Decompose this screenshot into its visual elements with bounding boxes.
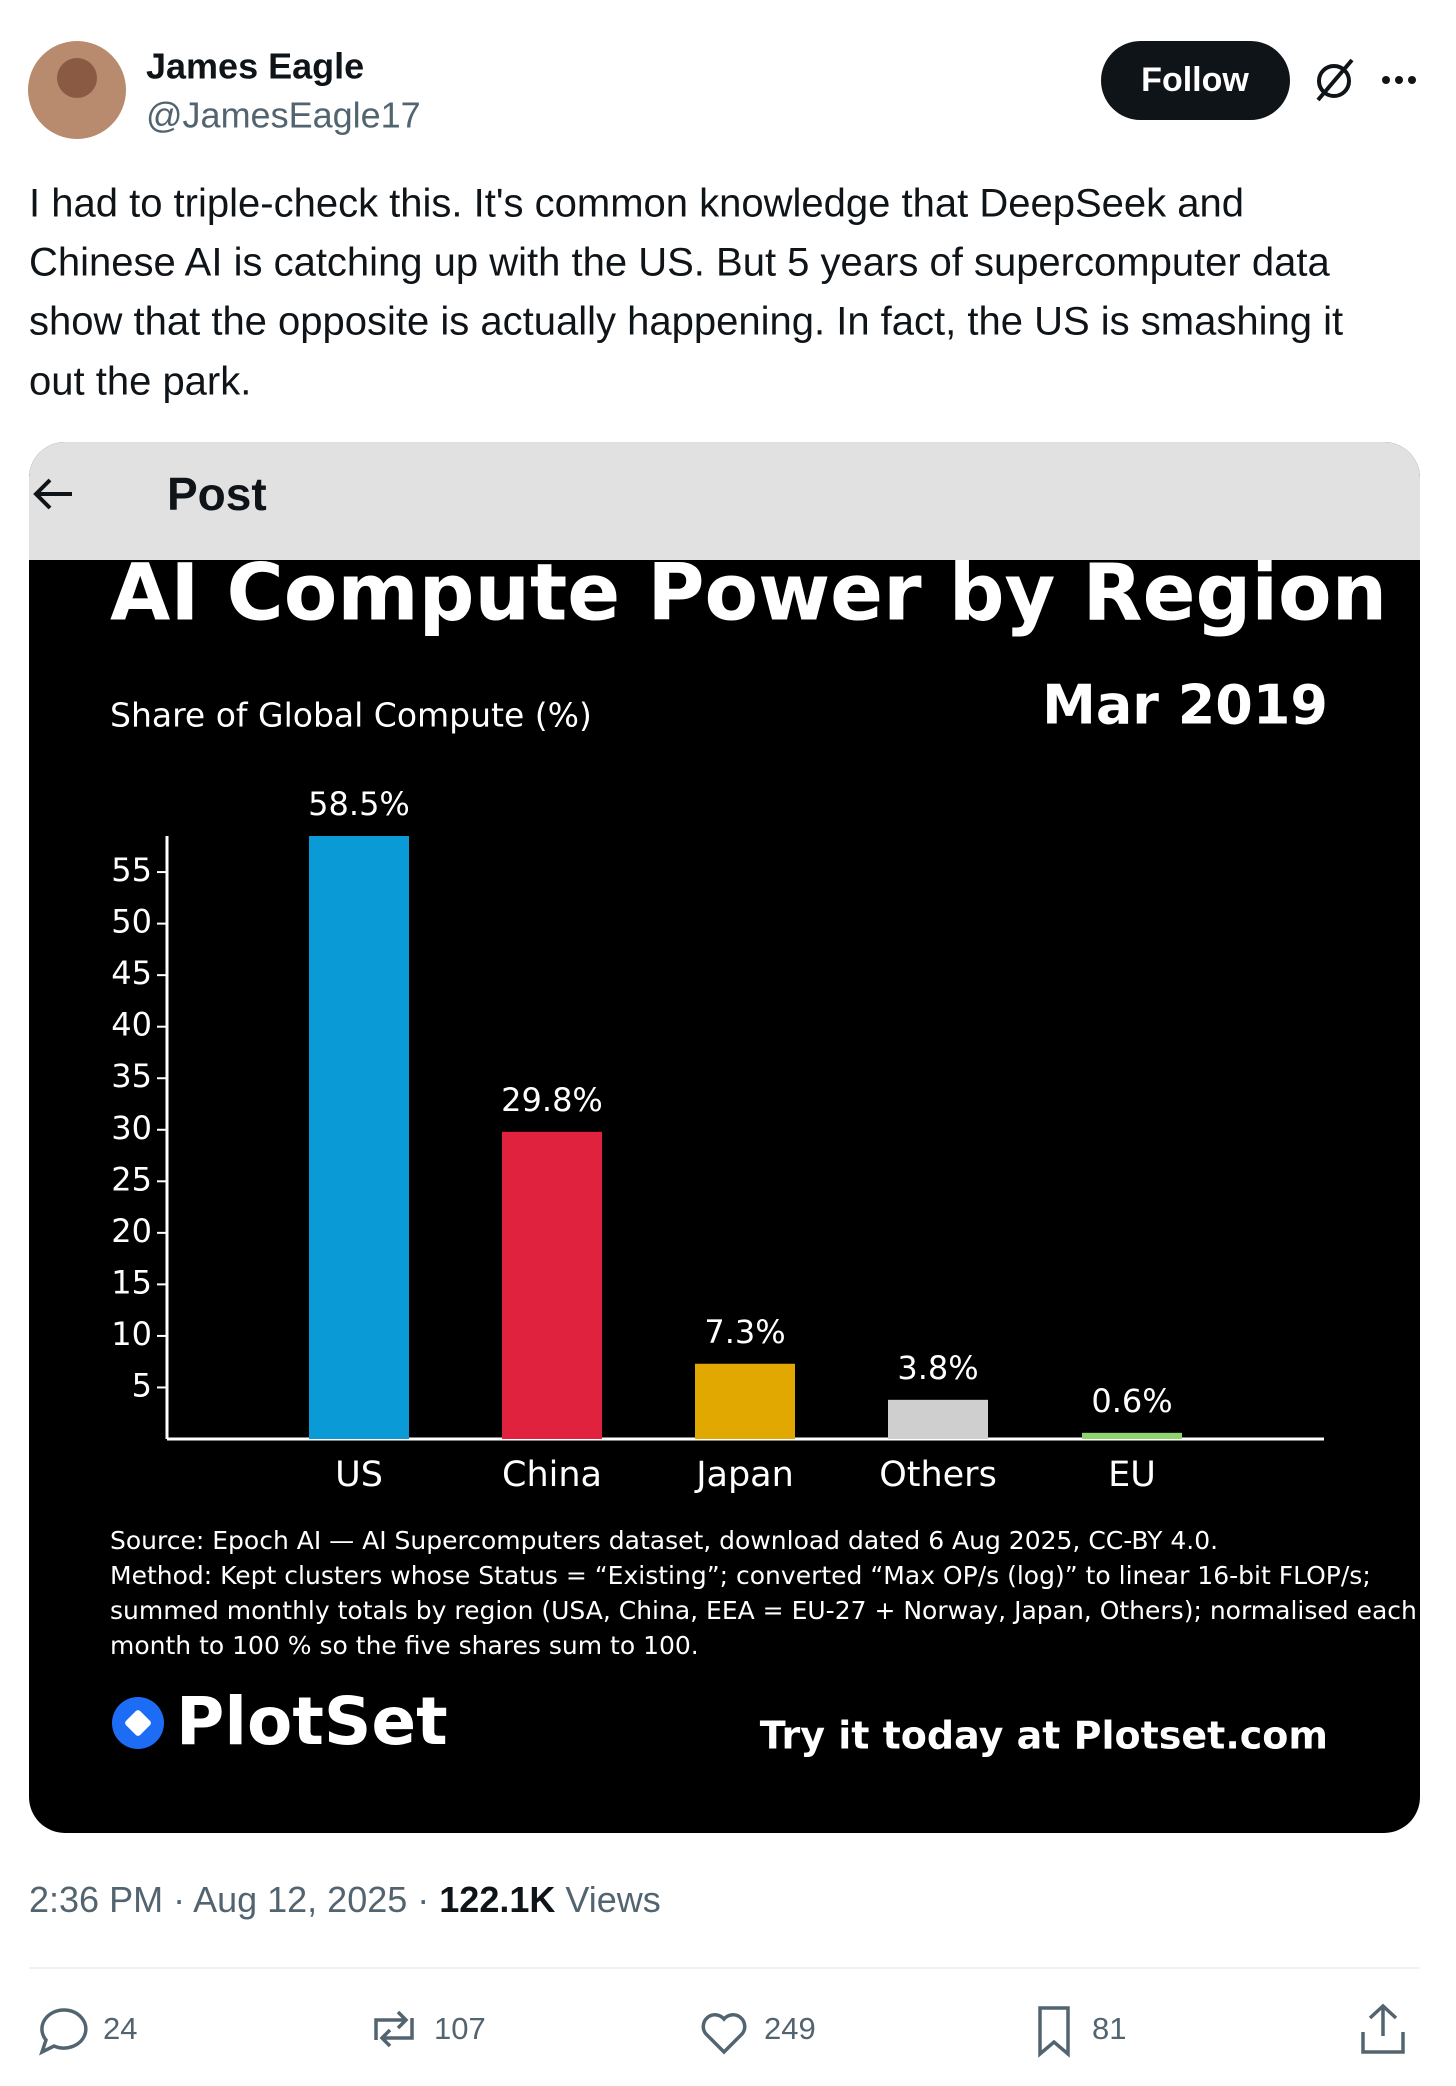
source-line: summed monthly totals by region (USA, Ch… bbox=[110, 1596, 1417, 1625]
y-tick-label: 40 bbox=[111, 1006, 152, 1044]
back-arrow bbox=[33, 478, 72, 510]
bar bbox=[309, 836, 409, 1439]
card-header-title: Post bbox=[167, 468, 267, 520]
x-tick-label: Japan bbox=[694, 1455, 794, 1495]
like-count: 249 bbox=[764, 2011, 816, 2046]
value-label: 29.8% bbox=[501, 1081, 603, 1119]
author-handle[interactable]: @JamesEagle17 bbox=[146, 95, 421, 136]
bar bbox=[1082, 1432, 1182, 1439]
bookmark-icon[interactable] bbox=[1038, 2006, 1070, 2058]
y-tick-label: 10 bbox=[111, 1315, 152, 1353]
tweet-line: I had to triple-check this. It's common … bbox=[29, 182, 1244, 226]
reply-count: 24 bbox=[103, 2011, 137, 2046]
chart: AI Compute Power by Region Share of Glob… bbox=[110, 548, 1417, 1760]
repost-icon[interactable] bbox=[374, 2010, 414, 2048]
views-count: 122.1K bbox=[439, 1879, 555, 1920]
avatar-face bbox=[57, 58, 97, 98]
y-tick-label: 55 bbox=[111, 851, 152, 889]
chart-title: AI Compute Power by Region bbox=[110, 548, 1387, 638]
card-header bbox=[29, 442, 1420, 560]
y-tick-label: 5 bbox=[132, 1366, 152, 1404]
y-tick-label: 45 bbox=[111, 954, 152, 992]
bar bbox=[888, 1399, 988, 1439]
views-label: Views bbox=[565, 1879, 660, 1920]
y-tick-label: 15 bbox=[111, 1263, 152, 1301]
timestamp[interactable]: 2:36 PM · Aug 12, 2025 · 122.1K Views bbox=[29, 1879, 661, 1920]
follow-label: Follow bbox=[1141, 61, 1249, 99]
value-label: 0.6% bbox=[1091, 1382, 1172, 1420]
tweet-text: I had to triple-check this. It's common … bbox=[29, 182, 1343, 404]
bar bbox=[695, 1363, 795, 1439]
y-tick-label: 35 bbox=[111, 1057, 152, 1095]
source-line: Source: Epoch AI — AI Supercomputers dat… bbox=[110, 1526, 1218, 1555]
chart-subtitle: Share of Global Compute (%) bbox=[110, 696, 592, 735]
tweet-line: show that the opposite is actually happe… bbox=[29, 300, 1343, 344]
chart-date: Mar 2019 bbox=[1042, 674, 1328, 737]
tweet-line: Chinese AI is catching up with the US. B… bbox=[29, 241, 1330, 285]
follow-button[interactable] bbox=[1101, 41, 1290, 120]
value-label: 7.3% bbox=[704, 1313, 785, 1351]
value-label: 58.5% bbox=[308, 785, 410, 823]
repost-count: 107 bbox=[434, 2011, 486, 2046]
source-line: Method: Kept clusters whose Status = “Ex… bbox=[110, 1561, 1371, 1590]
y-tick-label: 50 bbox=[111, 903, 152, 941]
source-line: month to 100 % so the five shares sum to… bbox=[110, 1631, 699, 1660]
more-icon[interactable] bbox=[1382, 76, 1416, 84]
y-tick-label: 20 bbox=[111, 1212, 152, 1250]
reply-icon[interactable] bbox=[39, 2008, 88, 2056]
brand-logo bbox=[112, 1697, 164, 1749]
card[interactable] bbox=[29, 442, 1420, 1833]
y-tick-label: 25 bbox=[111, 1160, 152, 1198]
x-tick-label: China bbox=[502, 1455, 602, 1495]
cta: Try it today at Plotset.com bbox=[760, 1714, 1328, 1758]
brand-name: PlotSet bbox=[176, 1683, 448, 1760]
value-label: 3.8% bbox=[897, 1349, 978, 1387]
grok-icon[interactable] bbox=[1316, 58, 1354, 102]
like-icon[interactable] bbox=[701, 2013, 747, 2055]
card-bg bbox=[29, 442, 1420, 1833]
timestamp-text: 2:36 PM · Aug 12, 2025 · bbox=[29, 1879, 429, 1920]
tweet-line: out the park. bbox=[29, 360, 251, 404]
x-tick-label: US bbox=[335, 1455, 383, 1495]
bar bbox=[502, 1131, 602, 1439]
bookmark-count: 81 bbox=[1092, 2011, 1126, 2046]
y-tick-label: 30 bbox=[111, 1109, 152, 1147]
share-icon[interactable] bbox=[1361, 2003, 1405, 2054]
x-tick-label: EU bbox=[1108, 1455, 1156, 1495]
x-tick-label: Others bbox=[879, 1455, 997, 1495]
author-name[interactable]: James Eagle bbox=[146, 46, 364, 87]
